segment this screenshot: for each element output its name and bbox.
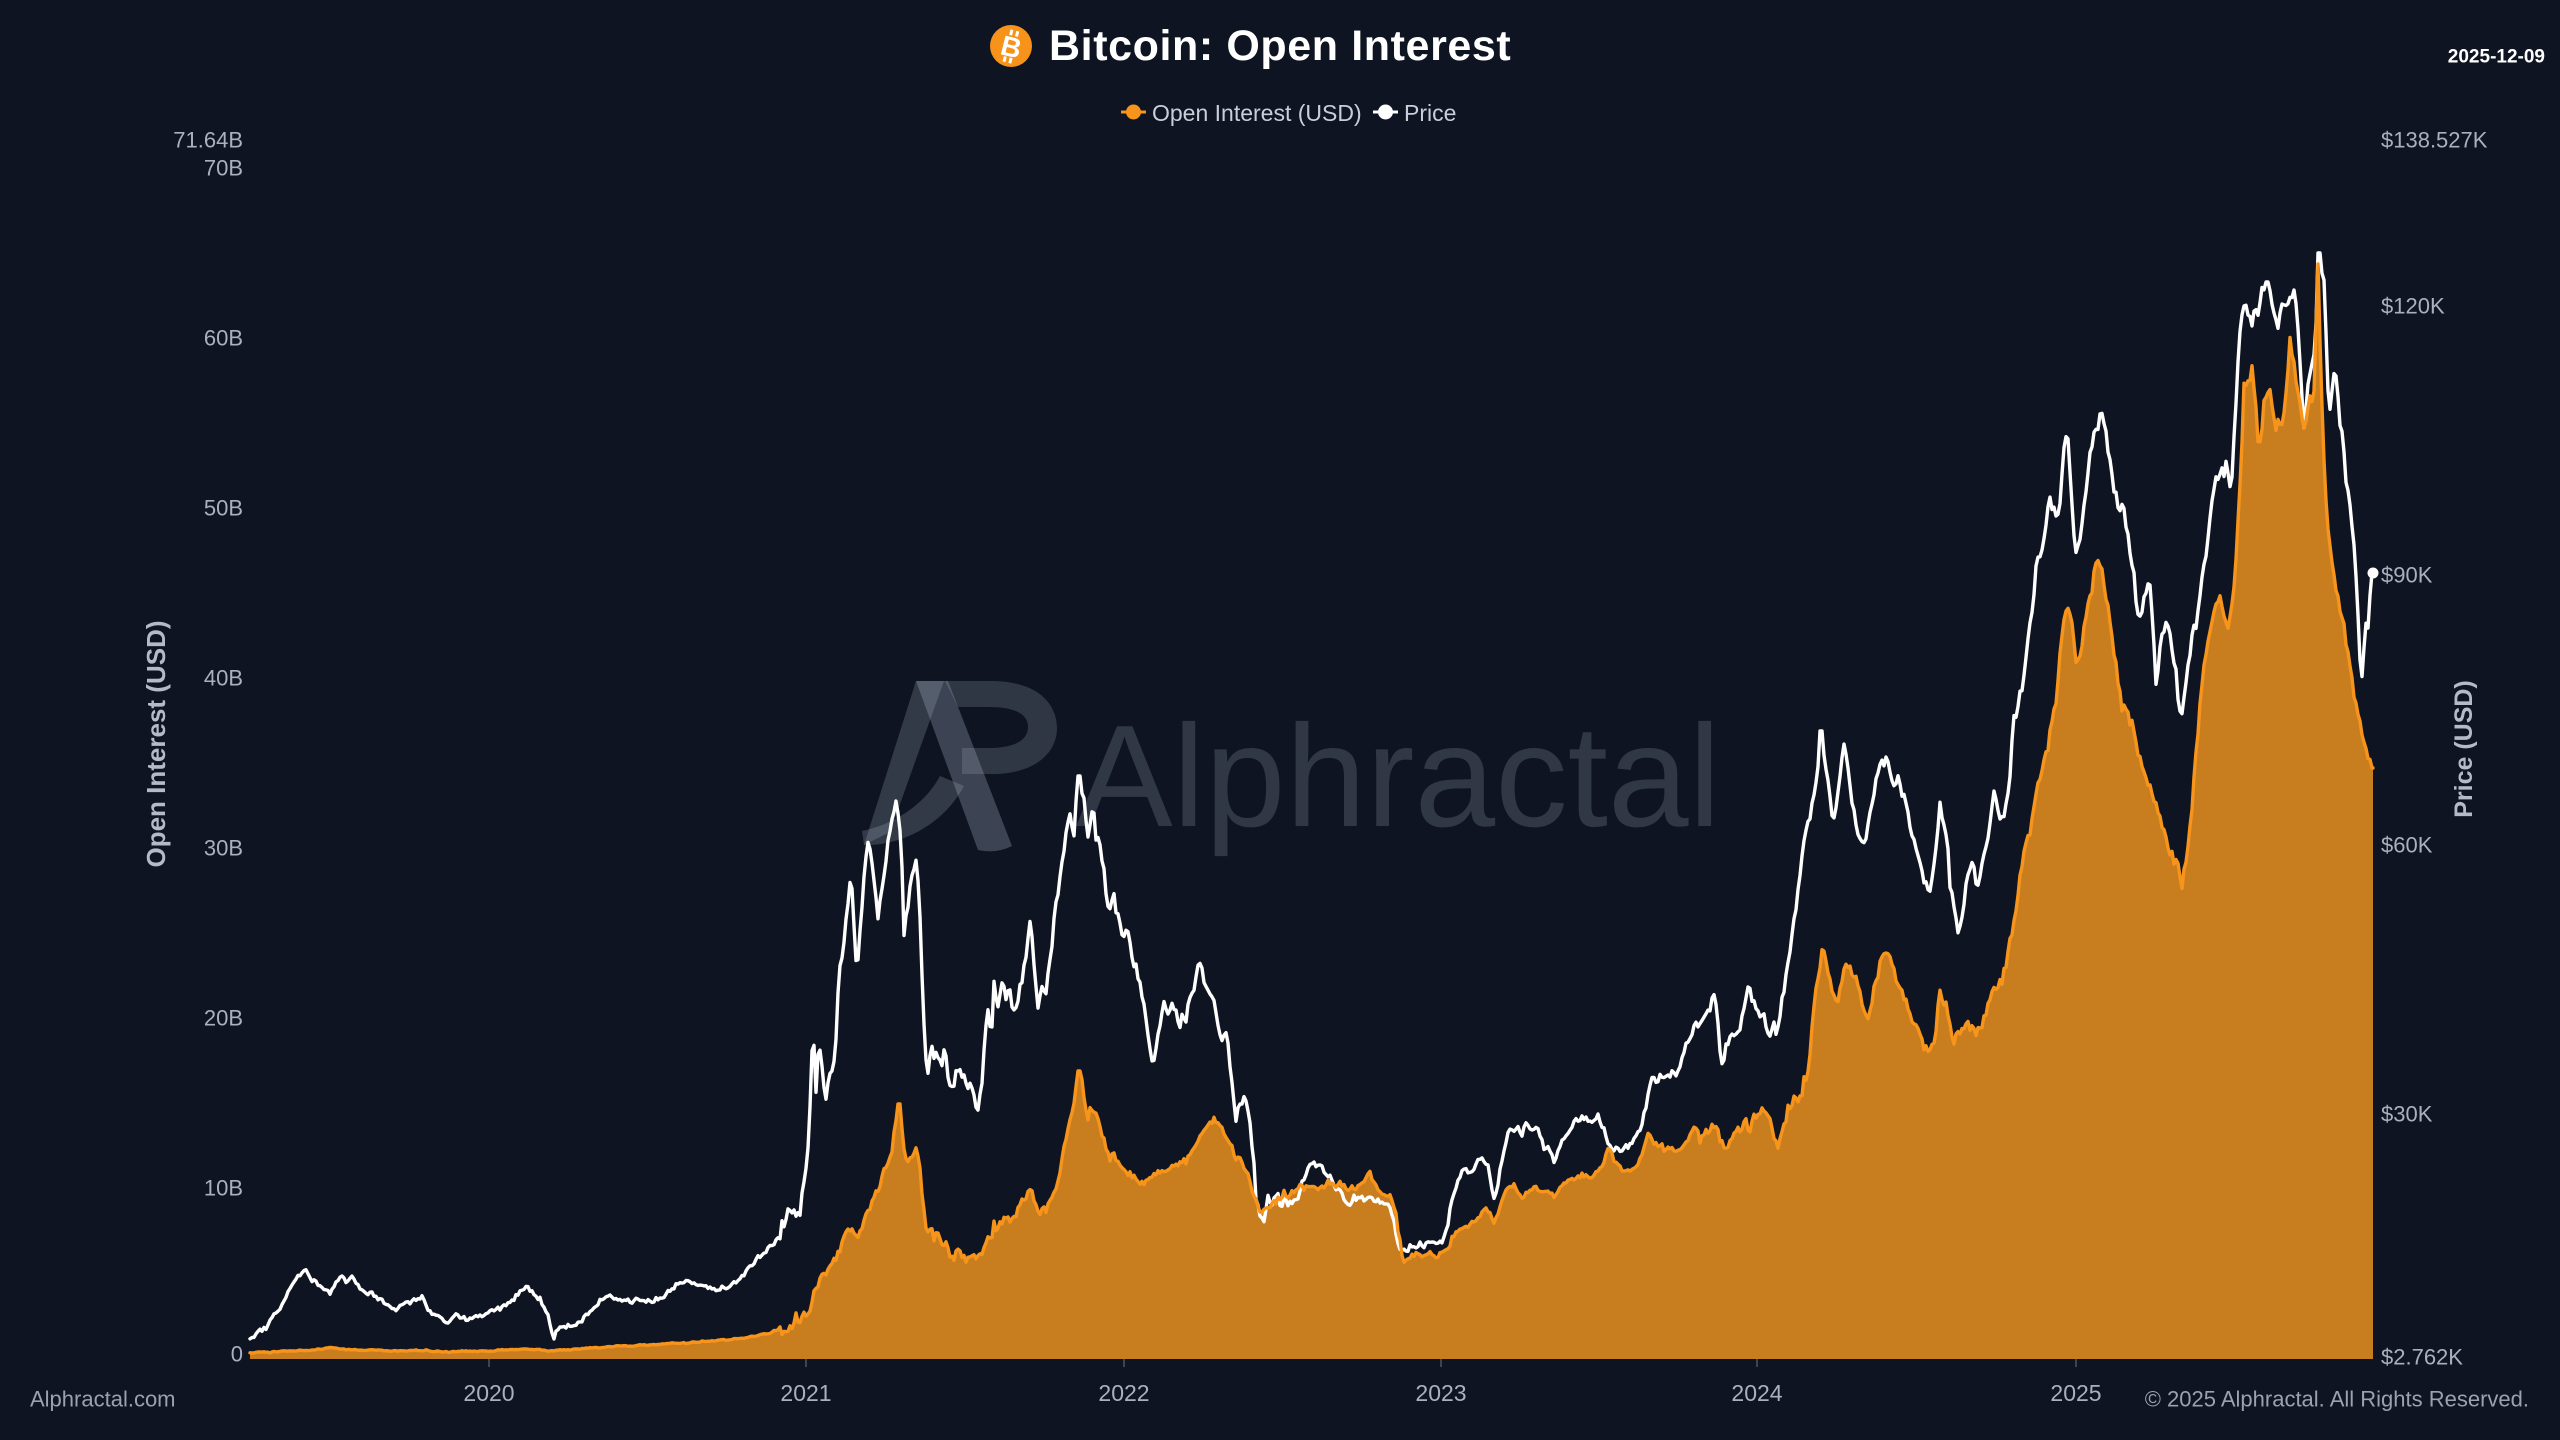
svg-text:2020: 2020: [463, 1380, 514, 1406]
svg-text:2023: 2023: [1415, 1380, 1466, 1406]
svg-text:$90K: $90K: [2381, 563, 2433, 588]
svg-text:70B: 70B: [204, 156, 243, 181]
svg-text:2021: 2021: [780, 1380, 831, 1406]
svg-text:$2.762K: $2.762K: [2381, 1345, 2463, 1370]
svg-text:Price (USD): Price (USD): [2450, 680, 2478, 818]
svg-text:71.64B: 71.64B: [173, 128, 243, 153]
svg-text:Alphractal.com: Alphractal.com: [30, 1387, 176, 1412]
svg-text:50B: 50B: [204, 496, 243, 521]
svg-text:Alphractal: Alphractal: [1076, 695, 1721, 857]
svg-text:© 2025 Alphractal. All Rights: © 2025 Alphractal. All Rights Reserved.: [2145, 1387, 2529, 1412]
svg-text:Open Interest (USD): Open Interest (USD): [1152, 100, 1362, 126]
svg-text:2025-12-09: 2025-12-09: [2448, 47, 2545, 68]
svg-text:60B: 60B: [204, 326, 243, 351]
svg-text:Bitcoin: Open Interest: Bitcoin: Open Interest: [1049, 22, 1511, 70]
svg-text:0: 0: [231, 1342, 243, 1367]
svg-text:2024: 2024: [1731, 1380, 1782, 1406]
svg-text:2022: 2022: [1098, 1380, 1149, 1406]
svg-text:40B: 40B: [204, 666, 243, 691]
svg-text:Price: Price: [1404, 100, 1456, 126]
svg-text:30B: 30B: [204, 836, 243, 861]
svg-text:$120K: $120K: [2381, 294, 2445, 319]
svg-text:$138.527K: $138.527K: [2381, 128, 2488, 153]
svg-text:$60K: $60K: [2381, 833, 2433, 858]
svg-text:$30K: $30K: [2381, 1102, 2433, 1127]
svg-text:2025: 2025: [2050, 1380, 2101, 1406]
svg-text:10B: 10B: [204, 1176, 243, 1201]
svg-text:Open Interest (USD): Open Interest (USD): [141, 620, 171, 867]
svg-text:20B: 20B: [204, 1006, 243, 1031]
